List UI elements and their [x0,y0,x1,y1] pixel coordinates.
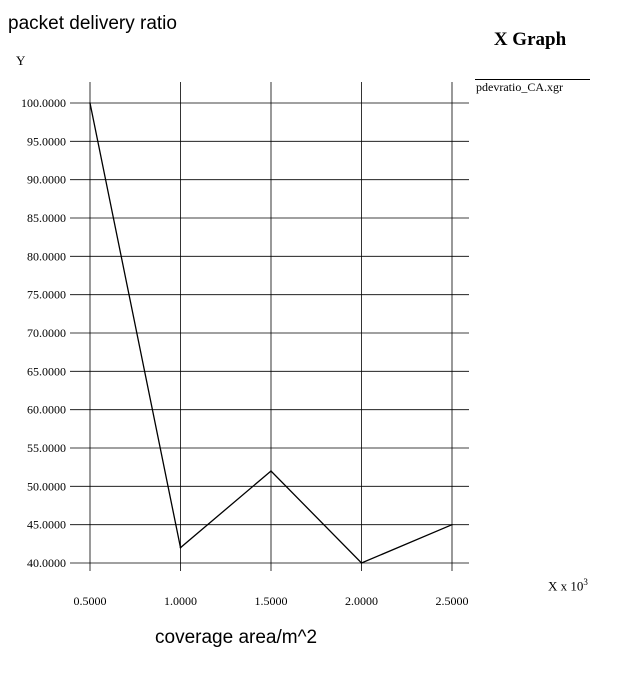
x-axis-unit-exponent: 3 [583,577,588,587]
x-tick-label: 0.5000 [74,594,107,608]
y-tick-label: 75.0000 [27,288,66,302]
data-point [270,470,272,472]
x-axis-unit-base: X x 10 [548,578,584,594]
y-tick-label: 65.0000 [27,364,66,378]
y-tick-label: 50.0000 [27,479,66,493]
x-tick-label: 2.0000 [345,594,378,608]
y-tick-labels: 40.0000 45.0000 50.0000 55.0000 60.0000 65.00… [21,96,66,570]
x-tick-label: 2.5000 [436,594,469,608]
legend-line-sample [475,79,590,80]
y-tick-label: 45.0000 [27,518,66,532]
y-tick-label: 60.0000 [27,403,66,417]
y-tick-label: 70.0000 [27,326,66,340]
x-axis-label: coverage area/m^2 [155,627,318,648]
data-point [451,523,453,526]
window-title: X Graph [493,29,567,50]
x-tick-label: 1.5000 [255,594,288,608]
y-tick-label: 40.0000 [27,556,66,570]
y-tick-label: 85.0000 [27,211,66,225]
grid-lines [70,82,469,571]
x-tick-label: 1.0000 [164,594,197,608]
y-tick-label: 95.0000 [27,134,66,148]
data-point [89,102,91,104]
legend-entry: pdevratio_CA.xgr [476,80,563,94]
chart-title: packet delivery ratio [8,13,177,34]
data-series [89,102,453,564]
y-tick-label: 90.0000 [27,173,66,187]
y-tick-label: 55.0000 [27,441,66,455]
y-tick-label: 80.0000 [27,249,66,263]
y-axis-label: Y [16,53,26,68]
x-tick-labels: 0.5000 1.0000 1.5000 2.0000 2.5000 [74,594,469,608]
data-point [179,546,182,549]
data-point [360,562,363,564]
x-axis-unit: X x 103 [548,577,588,594]
y-tick-label: 100.0000 [21,96,66,110]
